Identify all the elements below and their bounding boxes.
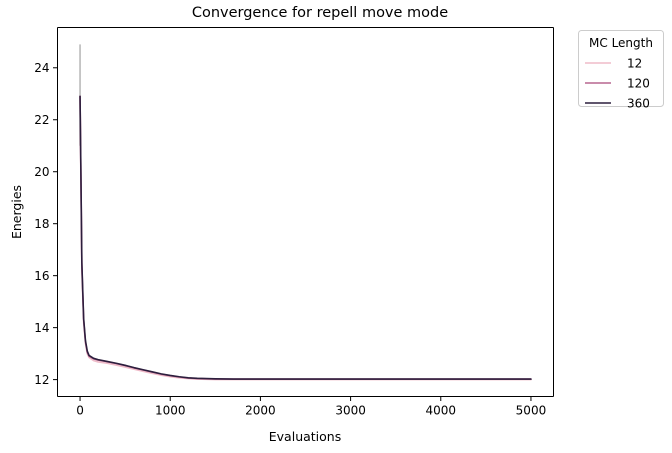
y-tick-label: 24 (34, 61, 49, 75)
x-tick-label: 5000 (516, 404, 547, 418)
legend-label-360: 360 (627, 96, 650, 110)
legend-items: 12 120 360 (585, 56, 650, 110)
x-tick-label: 2000 (245, 404, 276, 418)
x-axis-label: Evaluations (269, 429, 341, 444)
y-tick-label: 20 (34, 165, 49, 179)
legend-title: MC Length (589, 36, 653, 50)
y-tick-label: 16 (34, 269, 49, 283)
series-line-360 (79, 95, 532, 380)
legend-box (578, 30, 664, 107)
legend-label-120: 120 (627, 76, 650, 90)
x-tick-label: 3000 (335, 404, 366, 418)
plot-area (57, 27, 554, 397)
y-tick-label: 18 (34, 217, 49, 231)
x-tick-label: 0 (76, 404, 84, 418)
chart-title: Convergence for repell move mode (192, 5, 448, 21)
y-tick-label: 12 (34, 373, 49, 387)
y-axis-label: Energies (9, 185, 24, 239)
legend-label-12: 12 (627, 56, 642, 70)
y-axis-ticks: 12 14 16 18 20 22 24 (34, 61, 58, 387)
legend: MC Length 12 120 360 (578, 30, 664, 110)
x-tick-label: 1000 (155, 404, 186, 418)
x-tick-label: 4000 (425, 404, 456, 418)
x-axis-ticks: 0 1000 2000 3000 4000 5000 (76, 396, 547, 418)
axes-frame (57, 27, 554, 397)
series-layer (79, 44, 532, 381)
y-tick-label: 14 (34, 321, 49, 335)
y-tick-label: 22 (34, 113, 49, 127)
